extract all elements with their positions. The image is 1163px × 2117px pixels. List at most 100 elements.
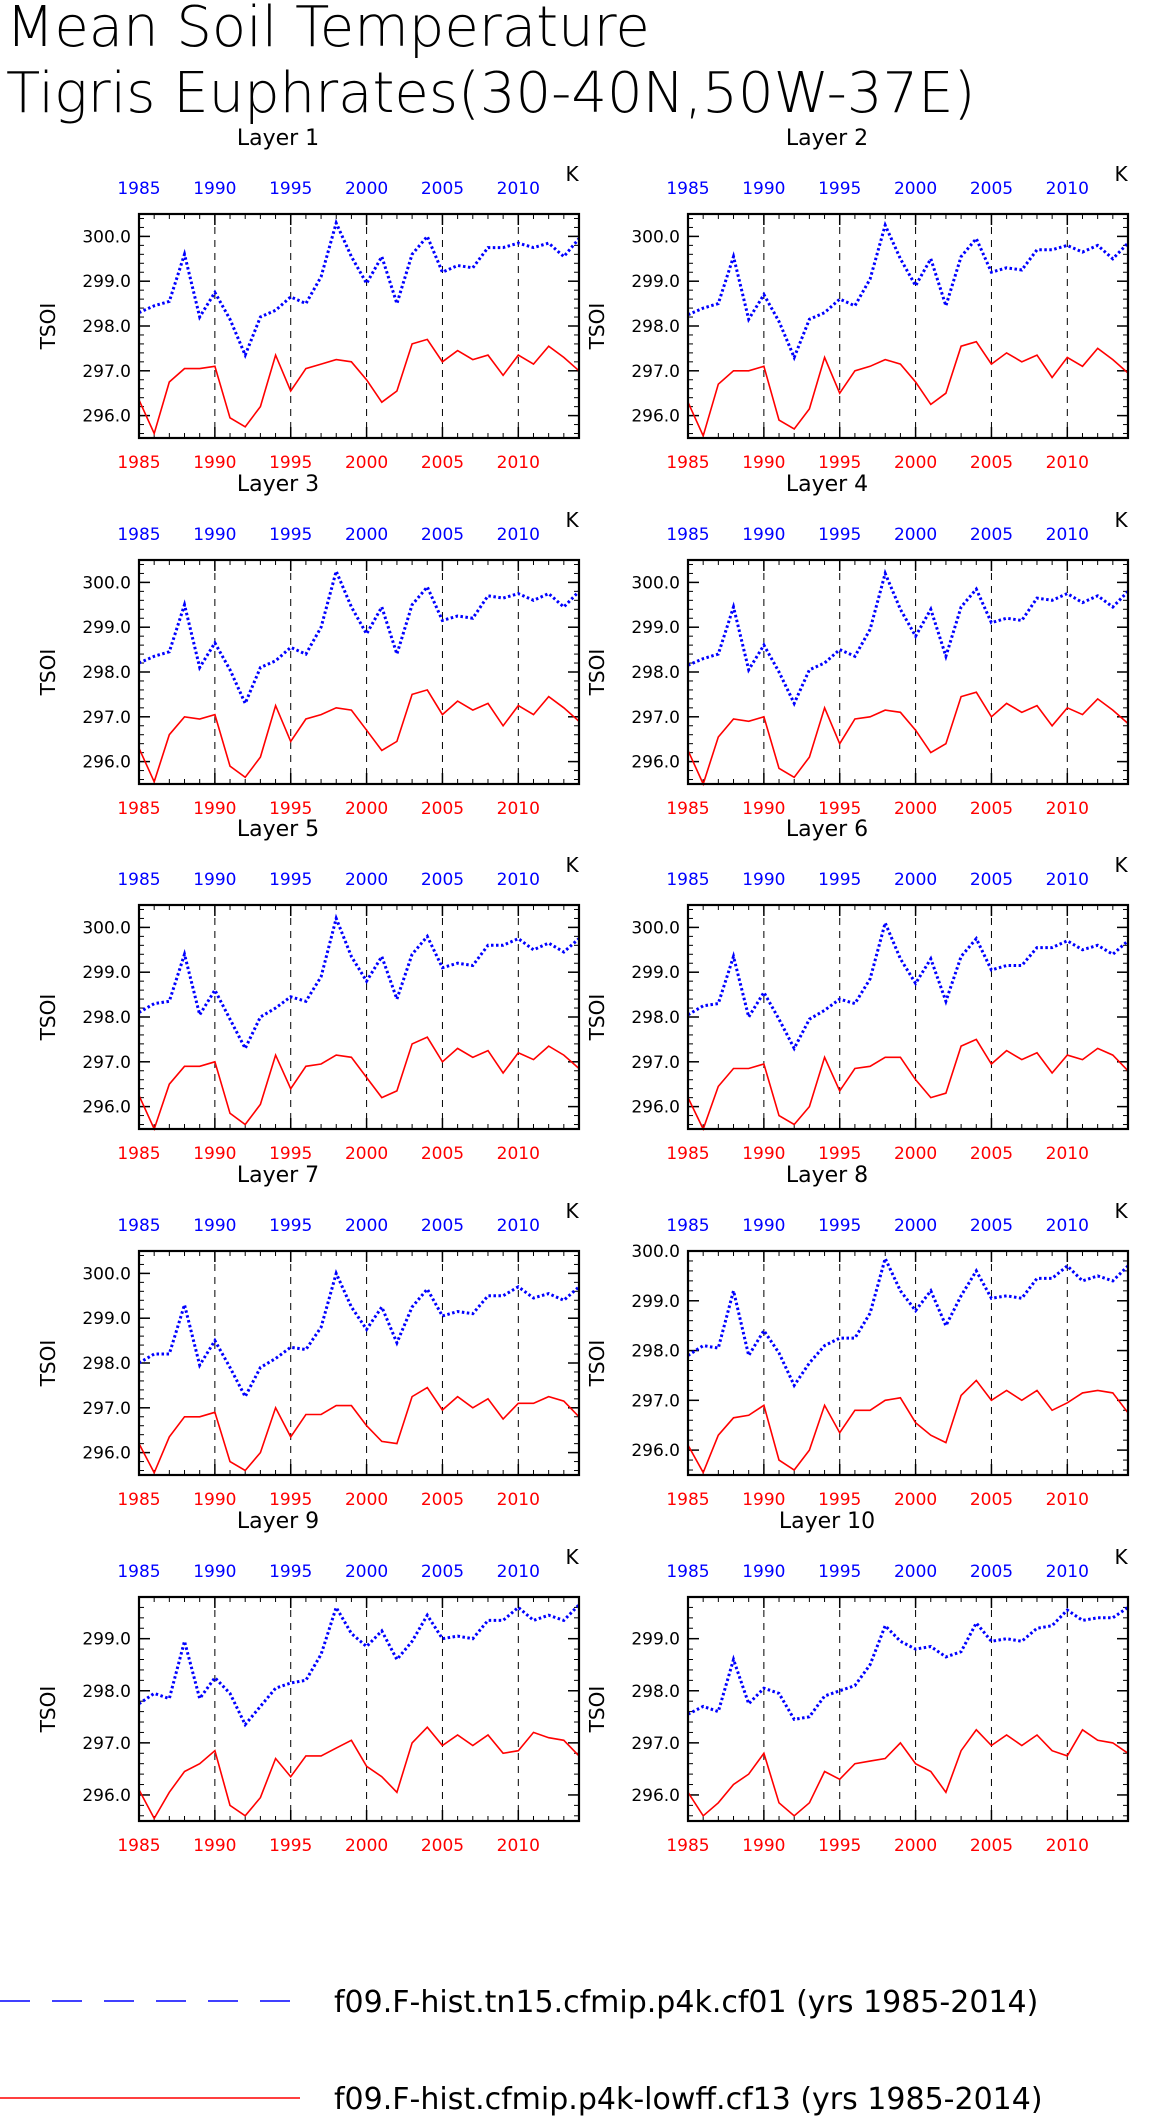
series-line-blue (138, 566, 581, 708)
x-tick-label-top: 2005 (421, 179, 464, 199)
series-line-blue (138, 218, 581, 360)
legend: f09.F-hist.tn15.cfmip.p4k.cf01 (yrs 1985… (0, 1985, 1043, 2117)
panel-title: Layer 4 (786, 472, 868, 497)
x-tick-label-top: 2010 (1046, 870, 1089, 890)
units-label: K (1114, 1545, 1128, 1569)
x-tick-label-bottom: 1995 (818, 1144, 861, 1164)
x-tick-label-bottom: 1995 (269, 453, 312, 473)
y-axis-label: TSOI (36, 1686, 60, 1734)
chart-panel-8: Layer 8 K TSOI 1985 1985 1990 1990 1995 1995 2000… (585, 1163, 1130, 1510)
series-line-red (687, 1728, 1129, 1818)
panel-title: Layer 8 (786, 1163, 868, 1188)
x-tick-label-top: 1990 (742, 870, 785, 890)
units-label: K (1114, 162, 1128, 186)
y-tick-label: 300.0 (82, 227, 131, 247)
x-tick-label-bottom: 1985 (666, 453, 709, 473)
figure-title-line2: Tigris Euphrates(30-40N,50W-37E) (6, 61, 975, 126)
units-label: K (565, 508, 579, 532)
y-tick-label: 298.0 (631, 1008, 680, 1028)
x-tick-label-bottom: 1990 (193, 1144, 236, 1164)
y-axis-label: TSOI (36, 994, 60, 1042)
x-tick-label-top: 2000 (894, 870, 937, 890)
x-tick-label-top: 1985 (117, 525, 160, 545)
y-axis-label: TSOI (36, 649, 60, 697)
panel-title: Layer 6 (786, 817, 868, 842)
plot-frame (686, 1249, 1130, 1477)
x-tick-label-bottom: 1990 (742, 1144, 785, 1164)
y-tick-label: 297.0 (631, 362, 680, 382)
x-tick-label-top: 1985 (666, 179, 709, 199)
series-line-blue (687, 1254, 1130, 1389)
x-tick-label-bottom: 1990 (742, 453, 785, 473)
x-tick-label-top: 1995 (818, 525, 861, 545)
plot-frame (686, 1595, 1130, 1823)
x-tick-label-top: 1985 (666, 525, 709, 545)
x-tick-label-bottom: 2010 (1046, 1836, 1089, 1856)
x-tick-label-bottom: 1995 (269, 1490, 312, 1510)
units-label: K (565, 162, 579, 186)
panel-title: Layer 10 (779, 1509, 875, 1534)
x-tick-label-bottom: 1990 (193, 453, 236, 473)
x-tick-label-top: 1985 (117, 870, 160, 890)
x-tick-label-bottom: 1990 (193, 1836, 236, 1856)
y-tick-label: 296.0 (631, 407, 680, 427)
x-tick-label-bottom: 2000 (894, 799, 937, 819)
x-tick-label-bottom: 2010 (497, 799, 540, 819)
panel-title: Layer 3 (237, 472, 319, 497)
y-tick-label: 296.0 (631, 1786, 680, 1806)
x-tick-label-top: 1990 (193, 179, 236, 199)
y-tick-label: 296.0 (631, 1441, 680, 1461)
y-axis-label: TSOI (36, 1340, 60, 1388)
y-axis-label: TSOI (585, 649, 609, 697)
x-tick-label-bottom: 2000 (894, 1490, 937, 1510)
x-tick-label-bottom: 2010 (1046, 1144, 1089, 1164)
chart-panel-1: Layer 1 K TSOI 1985 1985 1990 1990 1995 1995 2000… (36, 126, 581, 473)
x-tick-label-bottom: 1985 (666, 1490, 709, 1510)
y-tick-label: 299.0 (82, 618, 131, 638)
x-tick-label-top: 1990 (193, 1562, 236, 1582)
x-tick-label-top: 2000 (345, 1216, 388, 1236)
y-tick-label: 297.0 (82, 1399, 131, 1419)
y-tick-label: 297.0 (631, 1053, 680, 1073)
x-tick-label-top: 1985 (117, 1216, 160, 1236)
x-tick-label-bottom: 1995 (269, 799, 312, 819)
x-tick-label-top: 2005 (421, 1562, 464, 1582)
x-tick-label-bottom: 1985 (117, 1836, 160, 1856)
x-tick-label-top: 2010 (1046, 525, 1089, 545)
x-tick-label-bottom: 2005 (970, 1490, 1013, 1510)
units-label: K (565, 1545, 579, 1569)
x-tick-label-top: 2005 (970, 1216, 1013, 1236)
series-line-blue (687, 918, 1129, 1052)
x-tick-label-top: 1995 (269, 870, 312, 890)
panel-title: Layer 5 (237, 817, 319, 842)
panel-title: Layer 2 (786, 126, 868, 151)
y-tick-label: 298.0 (82, 663, 131, 683)
y-tick-label: 298.0 (631, 317, 680, 337)
y-axis-label: TSOI (585, 1686, 609, 1734)
x-tick-label-bottom: 2005 (421, 1144, 464, 1164)
y-tick-label: 298.0 (82, 1354, 131, 1374)
x-tick-label-bottom: 2010 (1046, 453, 1089, 473)
x-tick-label-bottom: 1990 (742, 799, 785, 819)
y-tick-label: 299.0 (631, 963, 680, 983)
x-tick-label-bottom: 2010 (497, 1836, 540, 1856)
units-label: K (1114, 508, 1128, 532)
x-tick-label-top: 2000 (345, 179, 388, 199)
y-axis-label: TSOI (585, 303, 609, 351)
y-tick-label: 300.0 (631, 1242, 680, 1262)
plot-frame (137, 1595, 581, 1823)
y-axis-label: TSOI (585, 994, 609, 1042)
series-line-red (687, 1038, 1129, 1132)
y-tick-label: 296.0 (631, 753, 680, 773)
x-tick-label-bottom: 2010 (497, 1144, 540, 1164)
x-tick-label-top: 1985 (666, 1562, 709, 1582)
x-tick-label-bottom: 2010 (1046, 799, 1089, 819)
chart-panel-10: Layer 10 K TSOI 1985 1985 1990 1990 1995 1995 200… (585, 1509, 1130, 1856)
x-tick-label-bottom: 2005 (970, 1144, 1013, 1164)
x-tick-label-top: 2000 (894, 525, 937, 545)
x-tick-label-bottom: 2005 (421, 1836, 464, 1856)
plot-frame (137, 212, 581, 440)
series-line-red (138, 1386, 580, 1475)
x-tick-label-bottom: 1995 (818, 453, 861, 473)
x-tick-label-top: 1990 (742, 1216, 785, 1236)
